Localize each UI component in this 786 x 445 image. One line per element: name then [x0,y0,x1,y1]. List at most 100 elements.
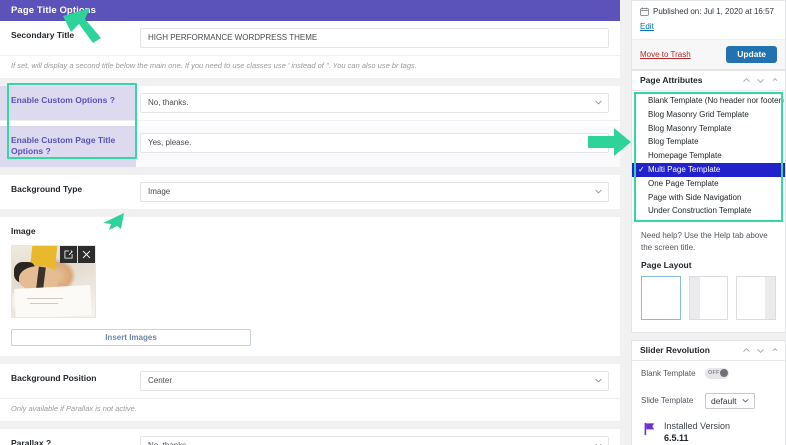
secondary-title-description: If set, will display a second title belo… [0,56,620,79]
slide-template-select[interactable]: default [705,392,755,409]
thumbnail-photo-detail [30,302,59,304]
field-row-secondary-title: Secondary Title HIGH PERFORMANCE WORDPRE… [0,21,620,56]
section-gap [0,79,620,86]
collapse-toggle-icon[interactable] [769,345,780,356]
edit-publish-date-link[interactable]: Edit [640,22,654,31]
section-gap [0,167,620,175]
field-control: No, thanks. [136,86,620,120]
template-option[interactable]: Page with Side Navigation [632,191,785,205]
template-option[interactable]: Blank Template (No header nor footer) [632,95,785,109]
template-option[interactable]: Blog Template [632,136,785,150]
move-to-trash-link[interactable]: Move to Trash [640,49,691,59]
section-gap [0,421,620,429]
metabox-title: Page Title Options [11,5,97,16]
template-label: Page with Side Navigation [648,192,742,202]
flag-icon [643,422,656,441]
field-control: HIGH PERFORMANCE WORDPRESS THEME [136,21,620,55]
metabox-header: Page Title Options [0,0,620,21]
insert-images-button[interactable]: Insert Images [11,328,251,346]
template-option-selected[interactable]: ✓ Multi Page Template [632,163,785,178]
slide-template-row: Slide Template default [632,386,785,416]
published-on-text: Published on: Jul 1, 2020 at 16:57 [653,7,774,16]
publish-status-row: Published on: Jul 1, 2020 at 16:57 Edit [632,1,785,40]
template-label: One Page Template [648,178,719,188]
image-upload-section: Image [0,216,620,357]
template-label: Blank Template (No header nor footer) [648,96,784,105]
page-attributes-panel: Page Attributes Blank Template (No heade… [631,69,786,333]
field-label: Enable Custom Options ? [0,86,136,120]
section-gap [0,356,620,364]
publish-actions-row: Move to Trash Update [632,40,785,69]
checkmark-icon: ✓ [638,164,645,174]
field-control: Center [136,364,620,398]
blank-template-label: Blank Template [641,368,696,378]
template-label: Under Construction Template [648,206,752,216]
blank-template-toggle[interactable]: OFF [705,367,729,379]
template-option[interactable]: Blog Masonry Template [632,122,785,136]
template-option[interactable]: Homepage Template [632,150,785,164]
publish-box: Published on: Jul 1, 2020 at 16:57 Edit … [631,0,786,70]
layout-option-full-width[interactable] [641,275,681,320]
chevron-down-icon[interactable] [755,75,766,86]
field-row-enable-custom-options: Enable Custom Options ? No, thanks. [0,86,620,121]
field-row-enable-custom-page-title-options: Enable Custom Page Title Options ? Yes, … [0,126,620,168]
field-label: Background Position [11,372,97,383]
image-thumbnail[interactable] [11,244,96,318]
field-label: Enable Custom Page Title Options ? [0,126,136,167]
page-layout-label: Page Layout [641,259,692,270]
slider-revolution-header: Slider Revolution [632,341,785,361]
installed-version-number: 6.5.11 [664,432,689,443]
field-label: Background Type [11,183,83,194]
thumbnail-photo-detail [26,298,64,300]
template-label: Blog Template [648,137,699,147]
update-button[interactable]: Update [726,46,777,63]
template-label: Homepage Template [648,151,722,161]
slide-template-value: default [711,395,737,406]
layout-option-right-sidebar[interactable] [688,275,729,320]
background-position-select[interactable]: Center [140,370,609,391]
toggle-knob [719,369,728,378]
template-list[interactable]: Blank Template (No header nor footer) Bl… [632,91,785,223]
field-control: No, thanks. [136,429,620,445]
template-option[interactable]: One Page Template [632,177,785,191]
chevron-up-icon[interactable] [741,75,752,86]
field-row-background-type: Background Type Image [0,174,620,210]
panel-title: Slider Revolution [640,345,710,356]
field-label: Secondary Title [11,30,75,40]
template-option[interactable]: Under Construction Template [632,205,785,219]
slide-template-label: Slide Template [641,396,694,406]
remove-image-button[interactable] [78,245,95,263]
background-position-description: Only available if Parallax is not active… [0,398,620,422]
blank-template-row: Blank Template OFF [632,361,785,386]
chevron-up-icon[interactable] [741,345,752,356]
page-attributes-header: Page Attributes [632,71,785,91]
help-text: Need help? Use the Help tab above the sc… [641,230,768,252]
thumbnail-photo-detail [14,285,93,317]
chevron-down-icon [741,399,749,403]
field-control: Yes, please. [136,126,620,167]
field-label: Parallax ? [11,437,52,445]
page-title-options-metabox: Page Title Options Secondary Title HIGH … [0,0,620,445]
slider-revolution-panel: Slider Revolution Blank Template OFF [631,339,786,445]
template-label: Multi Page Template [648,164,721,174]
template-option[interactable]: Blog Masonry Grid Template [632,108,785,122]
field-row-parallax: Parallax ? No, thanks. [0,428,620,445]
parallax-select[interactable]: No, thanks. [140,435,609,445]
sidebar: Published on: Jul 1, 2020 at 16:57 Edit … [631,0,786,445]
background-type-select[interactable]: Image [140,181,609,202]
layout-option-left-sidebar[interactable] [736,275,777,320]
template-label: Blog Masonry Template [648,123,732,133]
edit-image-button[interactable] [60,245,77,263]
template-label: Blog Masonry Grid Template [648,109,749,119]
enable-custom-page-title-options-select[interactable]: Yes, please. [140,133,609,153]
chevron-down-icon[interactable] [755,345,766,356]
installed-version-label: Installed Version [664,420,731,431]
toggle-state-text: OFF [708,370,720,377]
enable-custom-options-select[interactable]: No, thanks. [140,93,609,113]
image-section-title: Image [11,225,36,236]
thumbnail-actions [59,245,95,263]
section-gap [0,209,620,217]
field-control: Image [136,175,620,209]
secondary-title-input[interactable]: HIGH PERFORMANCE WORDPRESS THEME [140,28,609,48]
collapse-toggle-icon[interactable] [769,75,780,86]
